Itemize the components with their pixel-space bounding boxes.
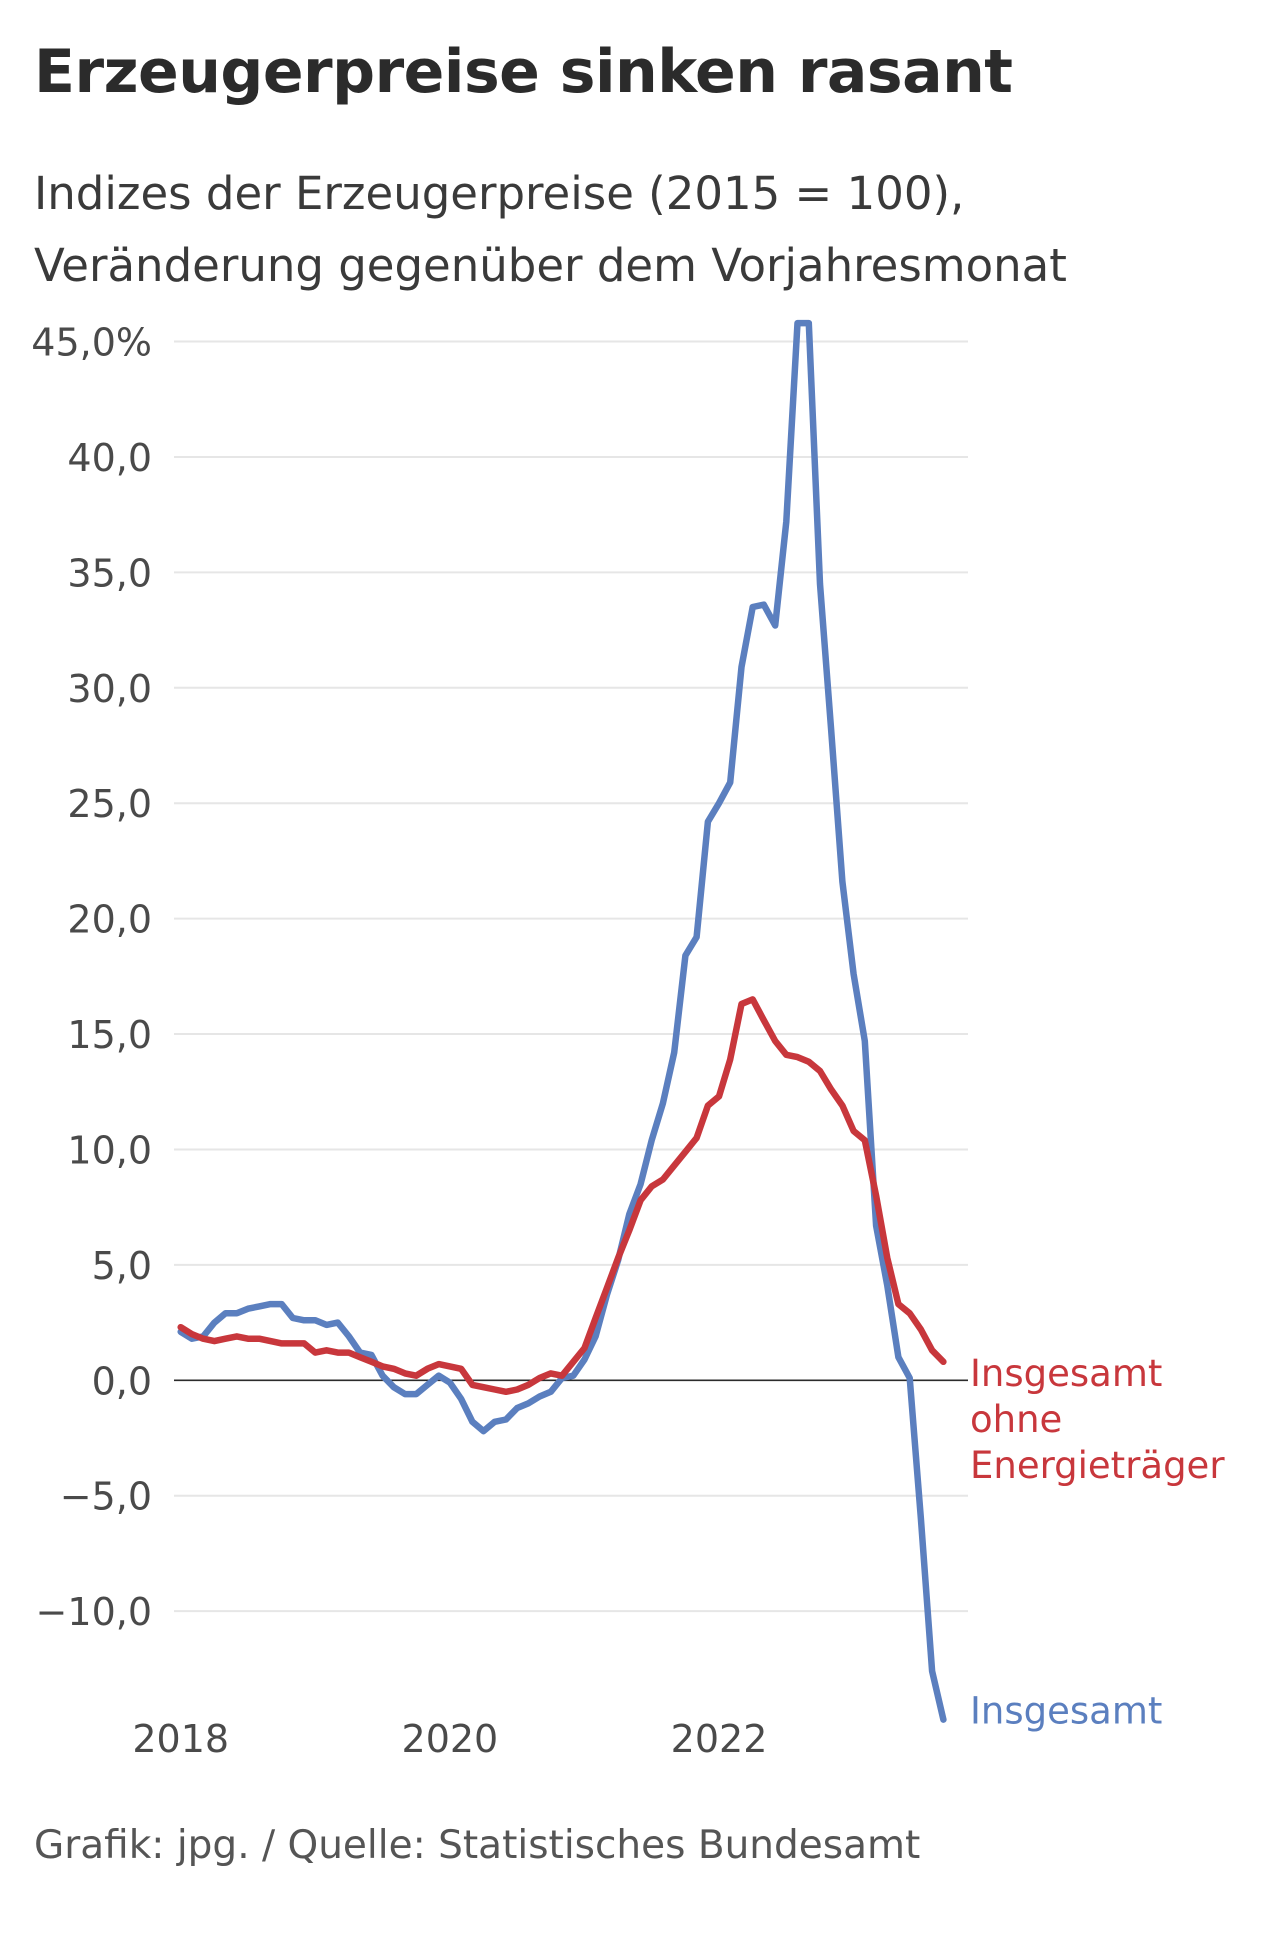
y-tick-label: 25,0 (67, 782, 152, 826)
subtitle-line-1: Indizes der Erzeugerpreise (2015 = 100), (34, 167, 965, 220)
subtitle-line-2: Veränderung gegenüber dem Vorjahresmonat (34, 239, 1067, 292)
series-line-insgesamt (177, 319, 947, 1723)
x-tick-label: 2018 (132, 1717, 229, 1761)
y-tick-label: 5,0 (92, 1244, 152, 1288)
chart-title: Erzeugerpreise sinken rasant (34, 37, 1013, 107)
y-tick-label: 0,0 (92, 1359, 152, 1403)
y-tick-label: 45,0% (31, 321, 152, 365)
x-axis-tick-labels: 2018 2020 2022 (132, 1717, 767, 1761)
series-label: Insgesamt (970, 1352, 1162, 1395)
series-label: Energieträger (970, 1444, 1225, 1487)
y-tick-label: 30,0 (67, 667, 152, 711)
x-tick-label: 2020 (402, 1717, 499, 1761)
grid-lines (174, 340, 968, 1613)
y-tick-label: 35,0 (67, 551, 152, 595)
line-chart: 45,0% 40,0 35,0 30,0 25,0 20,0 15,0 10,0 5,0 0,0 −… (31, 319, 1225, 1761)
y-tick-label: 40,0 (67, 436, 152, 480)
y-tick-label: −10,0 (36, 1590, 152, 1634)
source-footer: Grafik: jpg. / Quelle: Statistisches Bun… (34, 1823, 921, 1868)
y-tick-label: 10,0 (67, 1128, 152, 1172)
x-tick-label: 2022 (671, 1717, 768, 1761)
chart-subtitle: Indizes der Erzeugerpreise (2015 = 100),… (34, 158, 1067, 302)
series-lines (177, 319, 947, 1723)
y-tick-label: −5,0 (60, 1475, 152, 1519)
series-line-ohne-energietraeger (177, 996, 947, 1396)
y-tick-label: 20,0 (67, 898, 152, 942)
series-label: Insgesamt (970, 1690, 1162, 1733)
y-tick-label: 15,0 (67, 1013, 152, 1057)
series-label: ohne (970, 1398, 1062, 1441)
y-axis-tick-labels: 45,0% 40,0 35,0 30,0 25,0 20,0 15,0 10,0 5,0 0,0 −… (31, 321, 152, 1635)
